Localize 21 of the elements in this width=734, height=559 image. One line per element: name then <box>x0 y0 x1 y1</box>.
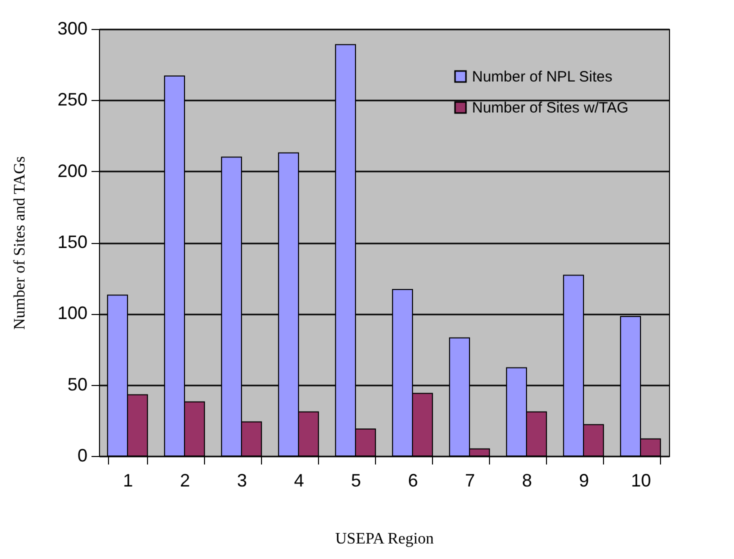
y-tick-label: 0 <box>77 446 88 466</box>
x-tick-label: 5 <box>350 470 362 490</box>
legend-label: Number of Sites w/TAG <box>472 100 628 116</box>
x-axis-title: USEPA Region <box>335 530 434 548</box>
x-tick-label: 9 <box>578 470 590 490</box>
y-tick-label: 150 <box>57 232 88 252</box>
x-tick-label: 8 <box>522 470 532 490</box>
y-tick-label: 300 <box>57 18 88 38</box>
x-tick-label: 2 <box>180 470 190 490</box>
x-tick-label: 7 <box>464 470 476 490</box>
y-tick-label: 50 <box>67 374 88 394</box>
y-tick-label: 200 <box>57 160 88 181</box>
x-tick-label: 6 <box>408 470 418 490</box>
legend-label: Number of NPL Sites <box>472 68 612 86</box>
x-tick-label: 10 <box>630 470 652 490</box>
x-tick-label: 3 <box>236 470 248 490</box>
x-tick-label: 1 <box>122 470 134 490</box>
y-tick-label: 100 <box>57 303 88 324</box>
y-tick-label: 250 <box>57 90 88 110</box>
y-axis-title: Number of Sites and TAGs <box>11 156 28 330</box>
x-tick-label: 4 <box>294 470 304 490</box>
